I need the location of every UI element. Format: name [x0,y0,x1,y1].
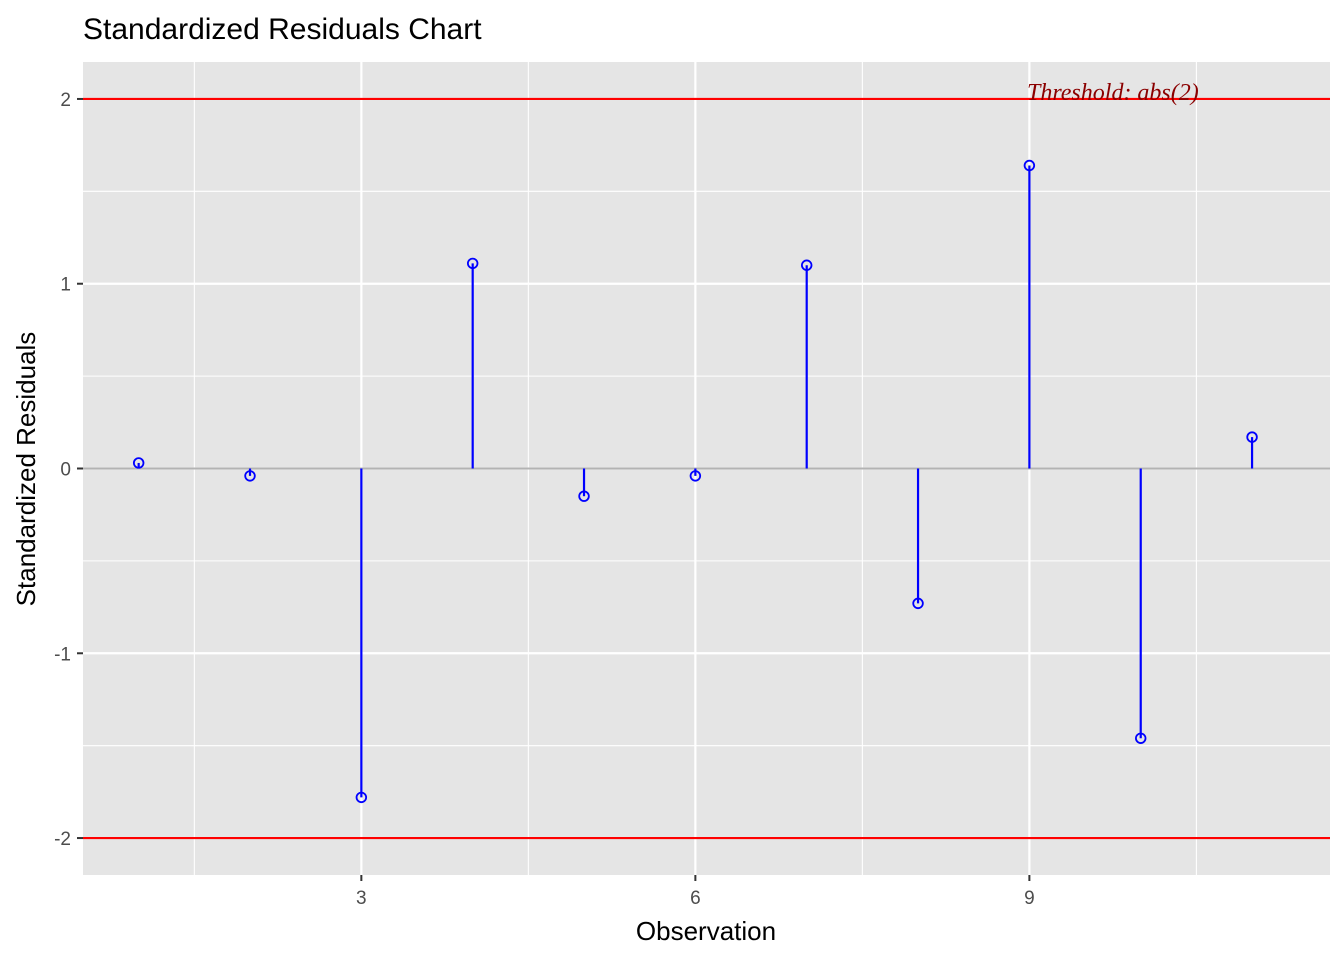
residual-stems [137,165,1254,798]
x-tick-label: 3 [356,888,367,909]
y-axis-title: Standardized Residuals [11,332,41,607]
residual-point [1135,732,1147,744]
residual-point [244,470,256,482]
y-tick-label: -1 [54,644,71,665]
residual-point [801,259,813,271]
threshold-annotation: Threshold: abs(2) [1027,80,1199,106]
residual-point [132,457,145,469]
y-tick-label: 2 [60,90,71,111]
residual-point [578,490,590,502]
residual-point [689,470,702,482]
y-axis: -2 -1 0 1 2 [54,90,83,850]
residual-points [132,159,1258,804]
y-tick-label: 1 [60,275,71,296]
residual-point [1023,159,1036,172]
chart-title: Standardized Residuals Chart [83,13,482,46]
x-axis-title: Observation [636,916,776,946]
residual-point [355,791,368,804]
threshold-lines [83,97,1330,840]
y-tick-label: -2 [54,829,71,850]
residual-point [912,597,924,610]
x-tick-label: 6 [690,888,701,909]
x-tick-label: 9 [1024,888,1035,909]
y-tick-label: 0 [60,460,71,481]
residual-point [466,257,479,270]
x-axis: 3 6 9 [356,875,1035,909]
residual-point [1246,431,1258,443]
